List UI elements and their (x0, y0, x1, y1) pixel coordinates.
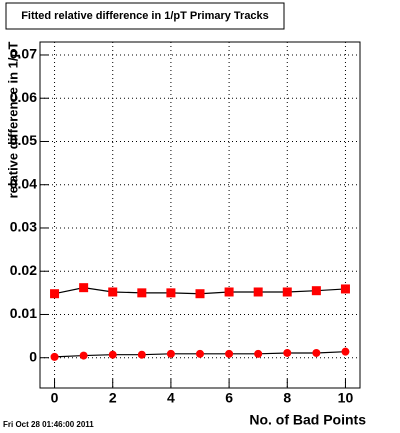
y-tick-label: 0.02 (10, 262, 37, 278)
point (50, 289, 60, 299)
y-axis-label: relative difference in 1/pT (5, 42, 20, 199)
point (312, 348, 321, 357)
point (224, 287, 234, 297)
point (254, 349, 263, 358)
x-tick-label: 4 (167, 390, 175, 406)
plot-frame (39, 41, 361, 389)
point (79, 283, 89, 293)
y-tick-label: 0.04 (10, 175, 37, 191)
y-tick-label: 0.06 (10, 89, 37, 105)
point (341, 347, 350, 356)
point (166, 288, 176, 298)
point (137, 288, 147, 298)
point (282, 287, 292, 297)
y-tick-label: 0.07 (10, 46, 37, 62)
title-box (5, 2, 285, 30)
point (253, 287, 263, 297)
chart-title: Fitted relative difference in 1/pT Prima… (21, 10, 269, 22)
y-tick-label: 0 (29, 348, 37, 364)
x-axis-label: No. of Bad Points (249, 412, 366, 428)
point (79, 351, 88, 360)
point (340, 284, 350, 294)
y-tick-label: 0.01 (10, 305, 37, 321)
x-tick-label: 10 (338, 390, 354, 406)
point (108, 287, 118, 297)
x-tick-label: 6 (225, 390, 233, 406)
point (108, 350, 117, 359)
point (137, 350, 146, 359)
point (283, 348, 292, 357)
point (195, 289, 205, 299)
x-tick-label: 2 (109, 390, 117, 406)
point (50, 352, 59, 361)
y-tick-label: 0.03 (10, 219, 37, 235)
x-tick-label: 8 (283, 390, 291, 406)
y-tick-label: 0.05 (10, 132, 37, 148)
point (166, 349, 175, 358)
point (311, 286, 321, 296)
point (196, 349, 204, 358)
x-tick-label: 0 (51, 390, 59, 406)
footer: Fri Oct 28 01:46:00 2011 (3, 420, 94, 429)
point (225, 349, 234, 358)
